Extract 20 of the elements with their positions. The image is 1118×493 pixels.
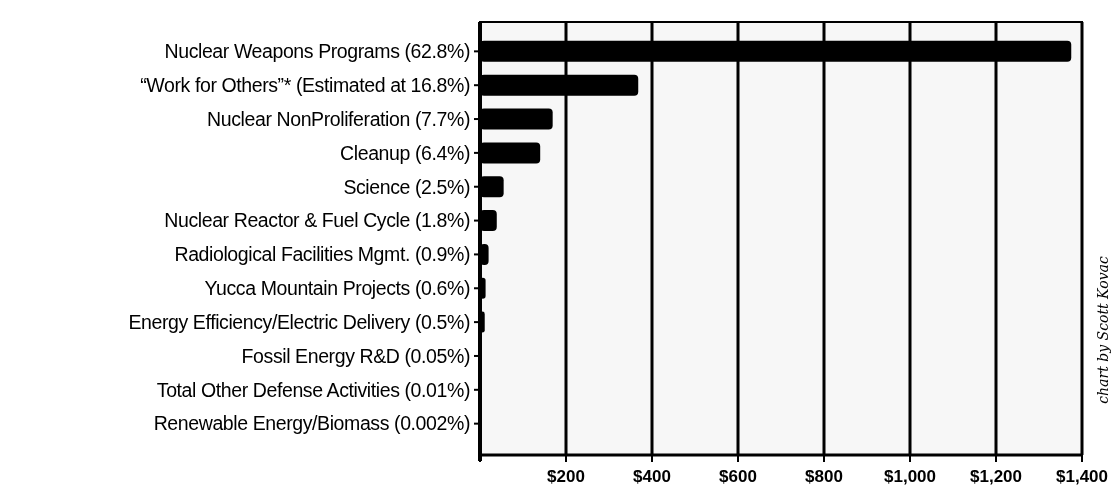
y-tick-label: Renewable Energy/Biomass (0.002%) <box>153 412 470 435</box>
y-tick-label: Nuclear Weapons Programs (62.8%) <box>164 40 470 63</box>
x-tick-label: $1,000 <box>884 467 936 486</box>
y-tick-label: Radiological Facilities Mgmt. (0.9%) <box>174 243 470 266</box>
y-tick-label: Science (2.5%) <box>343 175 470 198</box>
y-tick-label: Energy Efficiency/Electric Delivery (0.5%) <box>128 310 470 333</box>
y-tick-label: Nuclear NonProliferation (7.7%) <box>207 107 470 130</box>
y-tick-label: Nuclear Reactor & Fuel Cycle (1.8%) <box>164 209 470 232</box>
y-tick-label: Yucca Mountain Projects (0.6%) <box>204 277 470 300</box>
y-tick-label: Total Other Defense Activities (0.01%) <box>156 378 470 401</box>
y-tick-label: “Work for Others”* (Estimated at 16.8%) <box>140 74 470 97</box>
y-tick-label: Cleanup (6.4%) <box>340 141 470 164</box>
y-tick-label: Fossil Energy R&D (0.05%) <box>241 344 470 367</box>
x-tick-label: $1,400 <box>1056 467 1108 486</box>
x-tick-label: $400 <box>633 467 671 486</box>
x-tick-label: $200 <box>547 467 585 486</box>
x-tick-label: $600 <box>719 467 757 486</box>
x-tick-label: $800 <box>805 467 843 486</box>
text: chart by Scott Kovac <box>1095 256 1111 404</box>
x-tick-label: $1,200 <box>970 467 1022 486</box>
